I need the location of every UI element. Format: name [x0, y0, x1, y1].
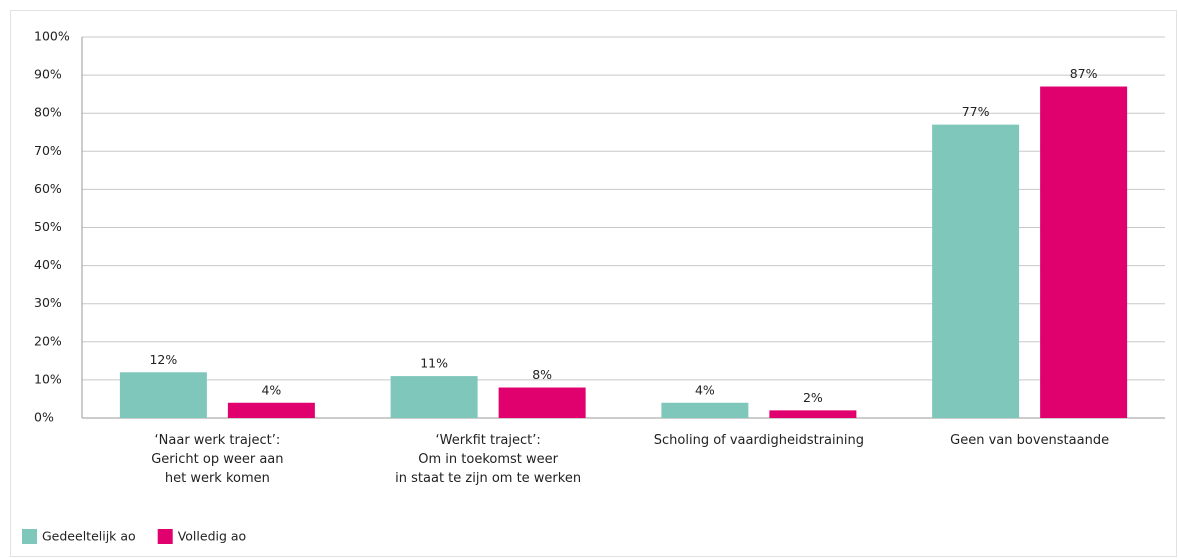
- y-tick-label: 0%: [34, 410, 54, 425]
- legend-label: Volledig ao: [178, 529, 247, 544]
- bar: [119, 372, 207, 418]
- bar: [769, 410, 857, 418]
- y-tick-label: 100%: [34, 29, 70, 44]
- bar: [1040, 86, 1128, 418]
- data-label: 12%: [149, 352, 177, 367]
- y-tick-label: 70%: [34, 143, 62, 158]
- bar: [661, 402, 749, 418]
- bar: [498, 387, 586, 418]
- y-tick-label: 90%: [34, 67, 62, 82]
- y-tick-label: 20%: [34, 333, 62, 348]
- data-label: 4%: [695, 382, 715, 397]
- y-tick-label: 10%: [34, 371, 62, 386]
- y-tick-label: 40%: [34, 257, 62, 272]
- y-tick-label: 80%: [34, 105, 62, 120]
- data-label: 11%: [420, 356, 448, 371]
- legend-swatch: [22, 529, 37, 544]
- data-label: 87%: [1070, 66, 1098, 81]
- y-tick-label: 60%: [34, 181, 62, 196]
- legend-label: Gedeeltelijk ao: [42, 529, 136, 544]
- x-tick-label: ‘Naar werk traject’: Gericht op weer aan…: [151, 433, 284, 486]
- y-tick-label: 50%: [34, 219, 62, 234]
- data-label: 2%: [803, 390, 823, 405]
- data-label: 77%: [962, 104, 990, 119]
- x-tick-label: Scholing of vaardigheidstraining: [653, 433, 864, 448]
- legend-swatch: [157, 529, 173, 544]
- bar: [227, 402, 315, 418]
- x-tick-label: Geen van bovenstaande: [950, 433, 1110, 448]
- data-label: 8%: [532, 367, 552, 382]
- y-tick-label: 30%: [34, 295, 62, 310]
- bar: [932, 124, 1020, 418]
- x-tick-label: ‘Werkfit traject’: Om in toekomst weer i…: [395, 433, 582, 486]
- data-label: 4%: [261, 382, 281, 397]
- frame: [10, 10, 1177, 557]
- bar: [390, 376, 478, 418]
